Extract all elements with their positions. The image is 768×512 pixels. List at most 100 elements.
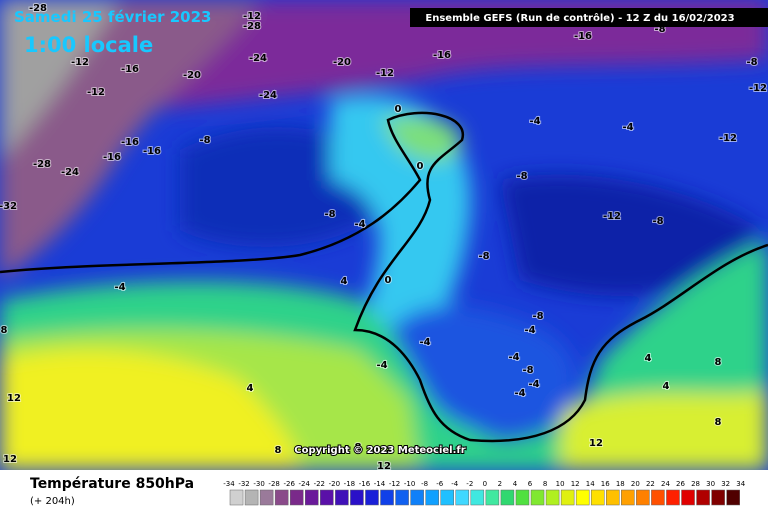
scale-label: 12 [571,480,580,488]
scale-swatch [274,489,289,506]
contour-label: 12 [3,454,17,465]
scale-swatch [515,489,530,506]
contour-label: 8 [355,442,362,453]
scale-label: 30 [706,480,715,488]
contour-label: 12 [589,438,603,449]
scale-label: -22 [314,480,325,488]
contour-label: -12 [603,211,621,222]
contour-label: -28 [243,21,261,32]
contour-label: -28 [33,159,51,170]
scale-label: 4 [513,480,518,488]
scale-label: -14 [374,480,386,488]
scale-label: 10 [556,480,565,488]
contour-label: -4 [114,282,125,293]
run-box [410,8,768,27]
scale-label: -26 [283,480,295,488]
variable-title: Température 850hPa [30,476,194,492]
contour-label: 0 [385,275,392,286]
scale-label: -30 [253,480,264,488]
scale-swatch [259,489,274,506]
scale-swatch [590,489,605,506]
scale-swatch [485,489,500,506]
contour-label: -4 [354,219,365,230]
scale-label: -24 [299,480,311,488]
contour-label: 8 [715,417,722,428]
scale-swatch [410,489,424,506]
scale-swatch [380,489,394,506]
contour-label: -4 [528,379,539,390]
scale-swatch [500,489,515,506]
scale-label: -4 [451,480,459,488]
scale-label: -28 [268,480,279,488]
scale-swatch [636,489,650,506]
contour-label: 4 [247,383,254,394]
scale-label: -34 [223,480,235,488]
contour-label: -4 [419,337,430,348]
contour-label: -24 [61,167,79,178]
contour-label: 12 [7,393,21,404]
contour-label: -8 [516,171,527,182]
contour-label: -16 [103,152,121,163]
contour-label: 4 [341,276,348,287]
scale-swatch [335,489,349,506]
contour-label: -24 [259,90,277,101]
contour-label: -8 [746,57,757,68]
date: Samedi 25 février 2023 [14,8,211,26]
scale-label: 2 [498,480,502,488]
scale-label: -16 [359,480,371,488]
contour-label: -8 [532,311,543,322]
run-info: Ensemble GEFS (Run de contrôle) - 12 Z d… [425,12,734,24]
scale-swatch [666,489,680,506]
contour-label: -12 [71,57,89,68]
scale-swatch [289,489,304,506]
lead-time: (+ 204h) [30,496,75,507]
scale-label: 24 [661,480,670,488]
scale-swatch [395,489,409,506]
contour-label: 0 [395,104,402,115]
scale-swatch [726,489,740,506]
scale-swatch [545,489,560,506]
scale-swatch [681,489,695,506]
scale-swatch [530,489,545,506]
contour-label: -12 [749,83,767,94]
scale-label: -8 [421,480,428,488]
scale-swatch [229,489,244,506]
scale-label: 0 [483,480,487,488]
scale-swatch [455,489,470,506]
scale-label: 6 [528,480,533,488]
contour-label: 8 [1,325,8,336]
scale-label: -6 [436,480,444,488]
contour-label: -4 [622,122,633,133]
scale-label: 22 [646,480,655,488]
contour-label: -20 [183,70,201,81]
scale-label: 28 [691,480,700,488]
scale-label: -18 [344,480,355,488]
scale-swatch [711,489,725,506]
contour-label: -16 [143,146,161,157]
scale-swatch [365,489,379,506]
copyright: Copyright © 2023 Meteociel.fr [294,445,465,456]
scale-label: -20 [329,480,340,488]
local-time: 1:00 locale [24,33,153,57]
scale-swatch [305,489,319,506]
contour-label: -16 [121,64,139,75]
scale-label: -32 [238,480,249,488]
scale-label: -2 [466,480,473,488]
scale-swatch [575,489,590,506]
zero-isotherm [0,111,768,443]
scale-swatch [560,489,575,506]
contour-label: -20 [333,57,351,68]
contour-label: 12 [377,461,391,472]
contour-label: 8 [275,445,282,456]
contour-label: -4 [376,360,387,371]
scale-label: 18 [616,480,625,488]
contour-label: 4 [663,381,670,392]
scale-swatch [651,489,665,506]
scale-label: 16 [601,480,610,488]
scale-label: 26 [676,480,685,488]
contour-label: -12 [376,68,394,79]
contour-label: -12 [87,87,105,98]
contour-label: -4 [529,116,540,127]
scale-label: 32 [721,480,730,488]
